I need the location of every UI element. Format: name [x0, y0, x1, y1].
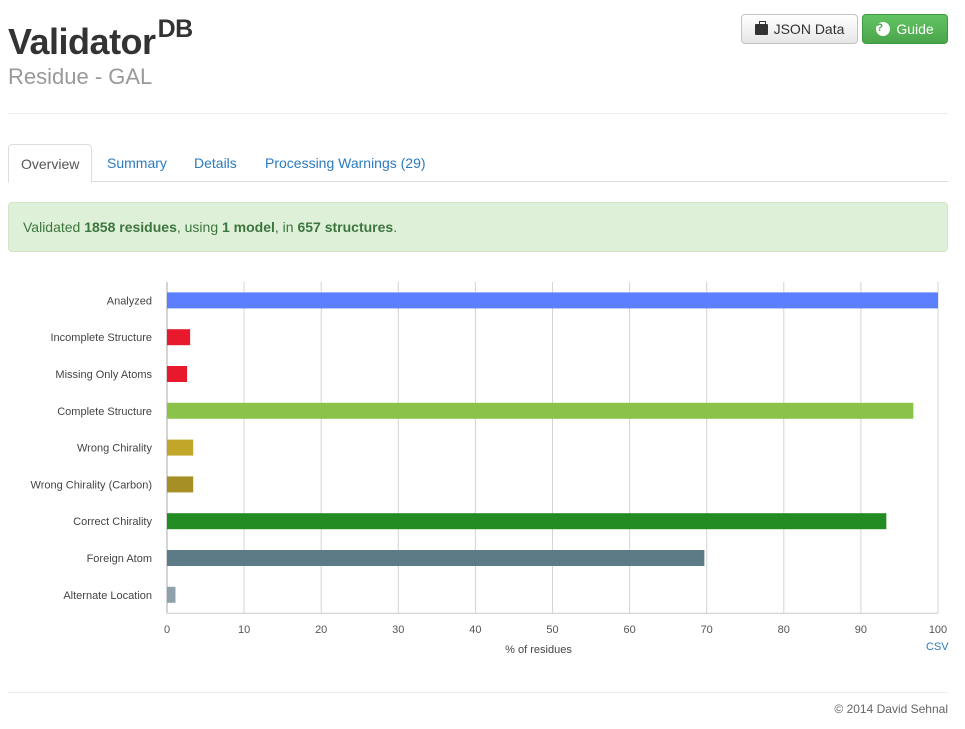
x-tick-label: 90: [855, 624, 867, 636]
category-label: Foreign Atom: [87, 553, 152, 565]
alert-text: .: [393, 219, 398, 235]
alert-text: , in: [274, 219, 294, 235]
json-data-button[interactable]: JSON Data: [741, 14, 858, 44]
residue-validation-chart: 0 10 20 30 40 50 60 70 80 90 100 Analyzed Incomplete…: [31, 282, 947, 656]
x-tick-label: 20: [315, 624, 327, 636]
bar: [167, 550, 705, 566]
bar: [167, 439, 194, 456]
bar: [167, 292, 938, 309]
x-tick-label: 50: [546, 624, 558, 636]
title-superscript: DB: [157, 15, 194, 43]
json-data-label: JSON Data: [773, 21, 845, 37]
guide-label: Guide: [896, 21, 934, 37]
header-divider: [8, 113, 948, 114]
x-tick-label: 60: [623, 624, 635, 636]
bar: [167, 476, 194, 493]
bar: [167, 586, 176, 603]
alert-models: 1 model: [222, 219, 275, 235]
alert-text: Validated: [23, 219, 81, 235]
validation-summary-alert: Validated 1858 residues, using 1 model, …: [8, 202, 948, 252]
category-label: Alternate Location: [63, 590, 152, 602]
bar: [167, 513, 887, 530]
category-label: Missing Only Atoms: [55, 369, 152, 381]
x-axis-title: % of residues: [505, 644, 572, 656]
bar: [167, 329, 191, 346]
csv-link[interactable]: CSV: [926, 641, 949, 653]
category-label: Complete Structure: [57, 406, 152, 418]
briefcase-icon: [754, 20, 768, 35]
x-tick-label: 10: [238, 624, 250, 636]
guide-button[interactable]: ? Guide: [862, 14, 948, 44]
question-circle-icon: ?: [876, 22, 891, 36]
category-label: Analyzed: [107, 295, 152, 307]
x-tick-label: 80: [778, 624, 790, 636]
x-tick-label: 70: [701, 624, 713, 636]
x-tick-label: 30: [392, 624, 404, 636]
category-label: Wrong Chirality (Carbon): [31, 479, 152, 491]
tab-overview[interactable]: Overview: [8, 144, 92, 183]
tab-bar: Overview Summary Details Processing Warn…: [8, 144, 948, 183]
bar: [167, 402, 914, 419]
alert-residues: 1858 residues: [84, 219, 177, 235]
bar: [167, 366, 188, 382]
category-label: Correct Chirality: [73, 516, 152, 528]
category-label: Wrong Chirality: [77, 443, 152, 455]
footer-copyright: © 2014 David Sehnal: [834, 702, 948, 716]
tab-processing-warnings[interactable]: Processing Warnings (29): [265, 155, 426, 171]
title-text: Validator: [8, 21, 156, 62]
x-tick-label: 40: [469, 624, 481, 636]
alert-text: , using: [176, 219, 219, 235]
footer-divider: [8, 692, 948, 693]
category-label: Incomplete Structure: [51, 332, 153, 344]
page-title: ValidatorDB: [8, 10, 193, 65]
tab-details[interactable]: Details: [194, 155, 237, 171]
x-tick-label: 0: [164, 624, 170, 636]
alert-structures: 657 structures: [297, 219, 394, 235]
page-subtitle: Residue - GAL: [8, 64, 153, 89]
x-tick-label: 100: [929, 624, 947, 636]
tab-summary[interactable]: Summary: [107, 155, 167, 171]
